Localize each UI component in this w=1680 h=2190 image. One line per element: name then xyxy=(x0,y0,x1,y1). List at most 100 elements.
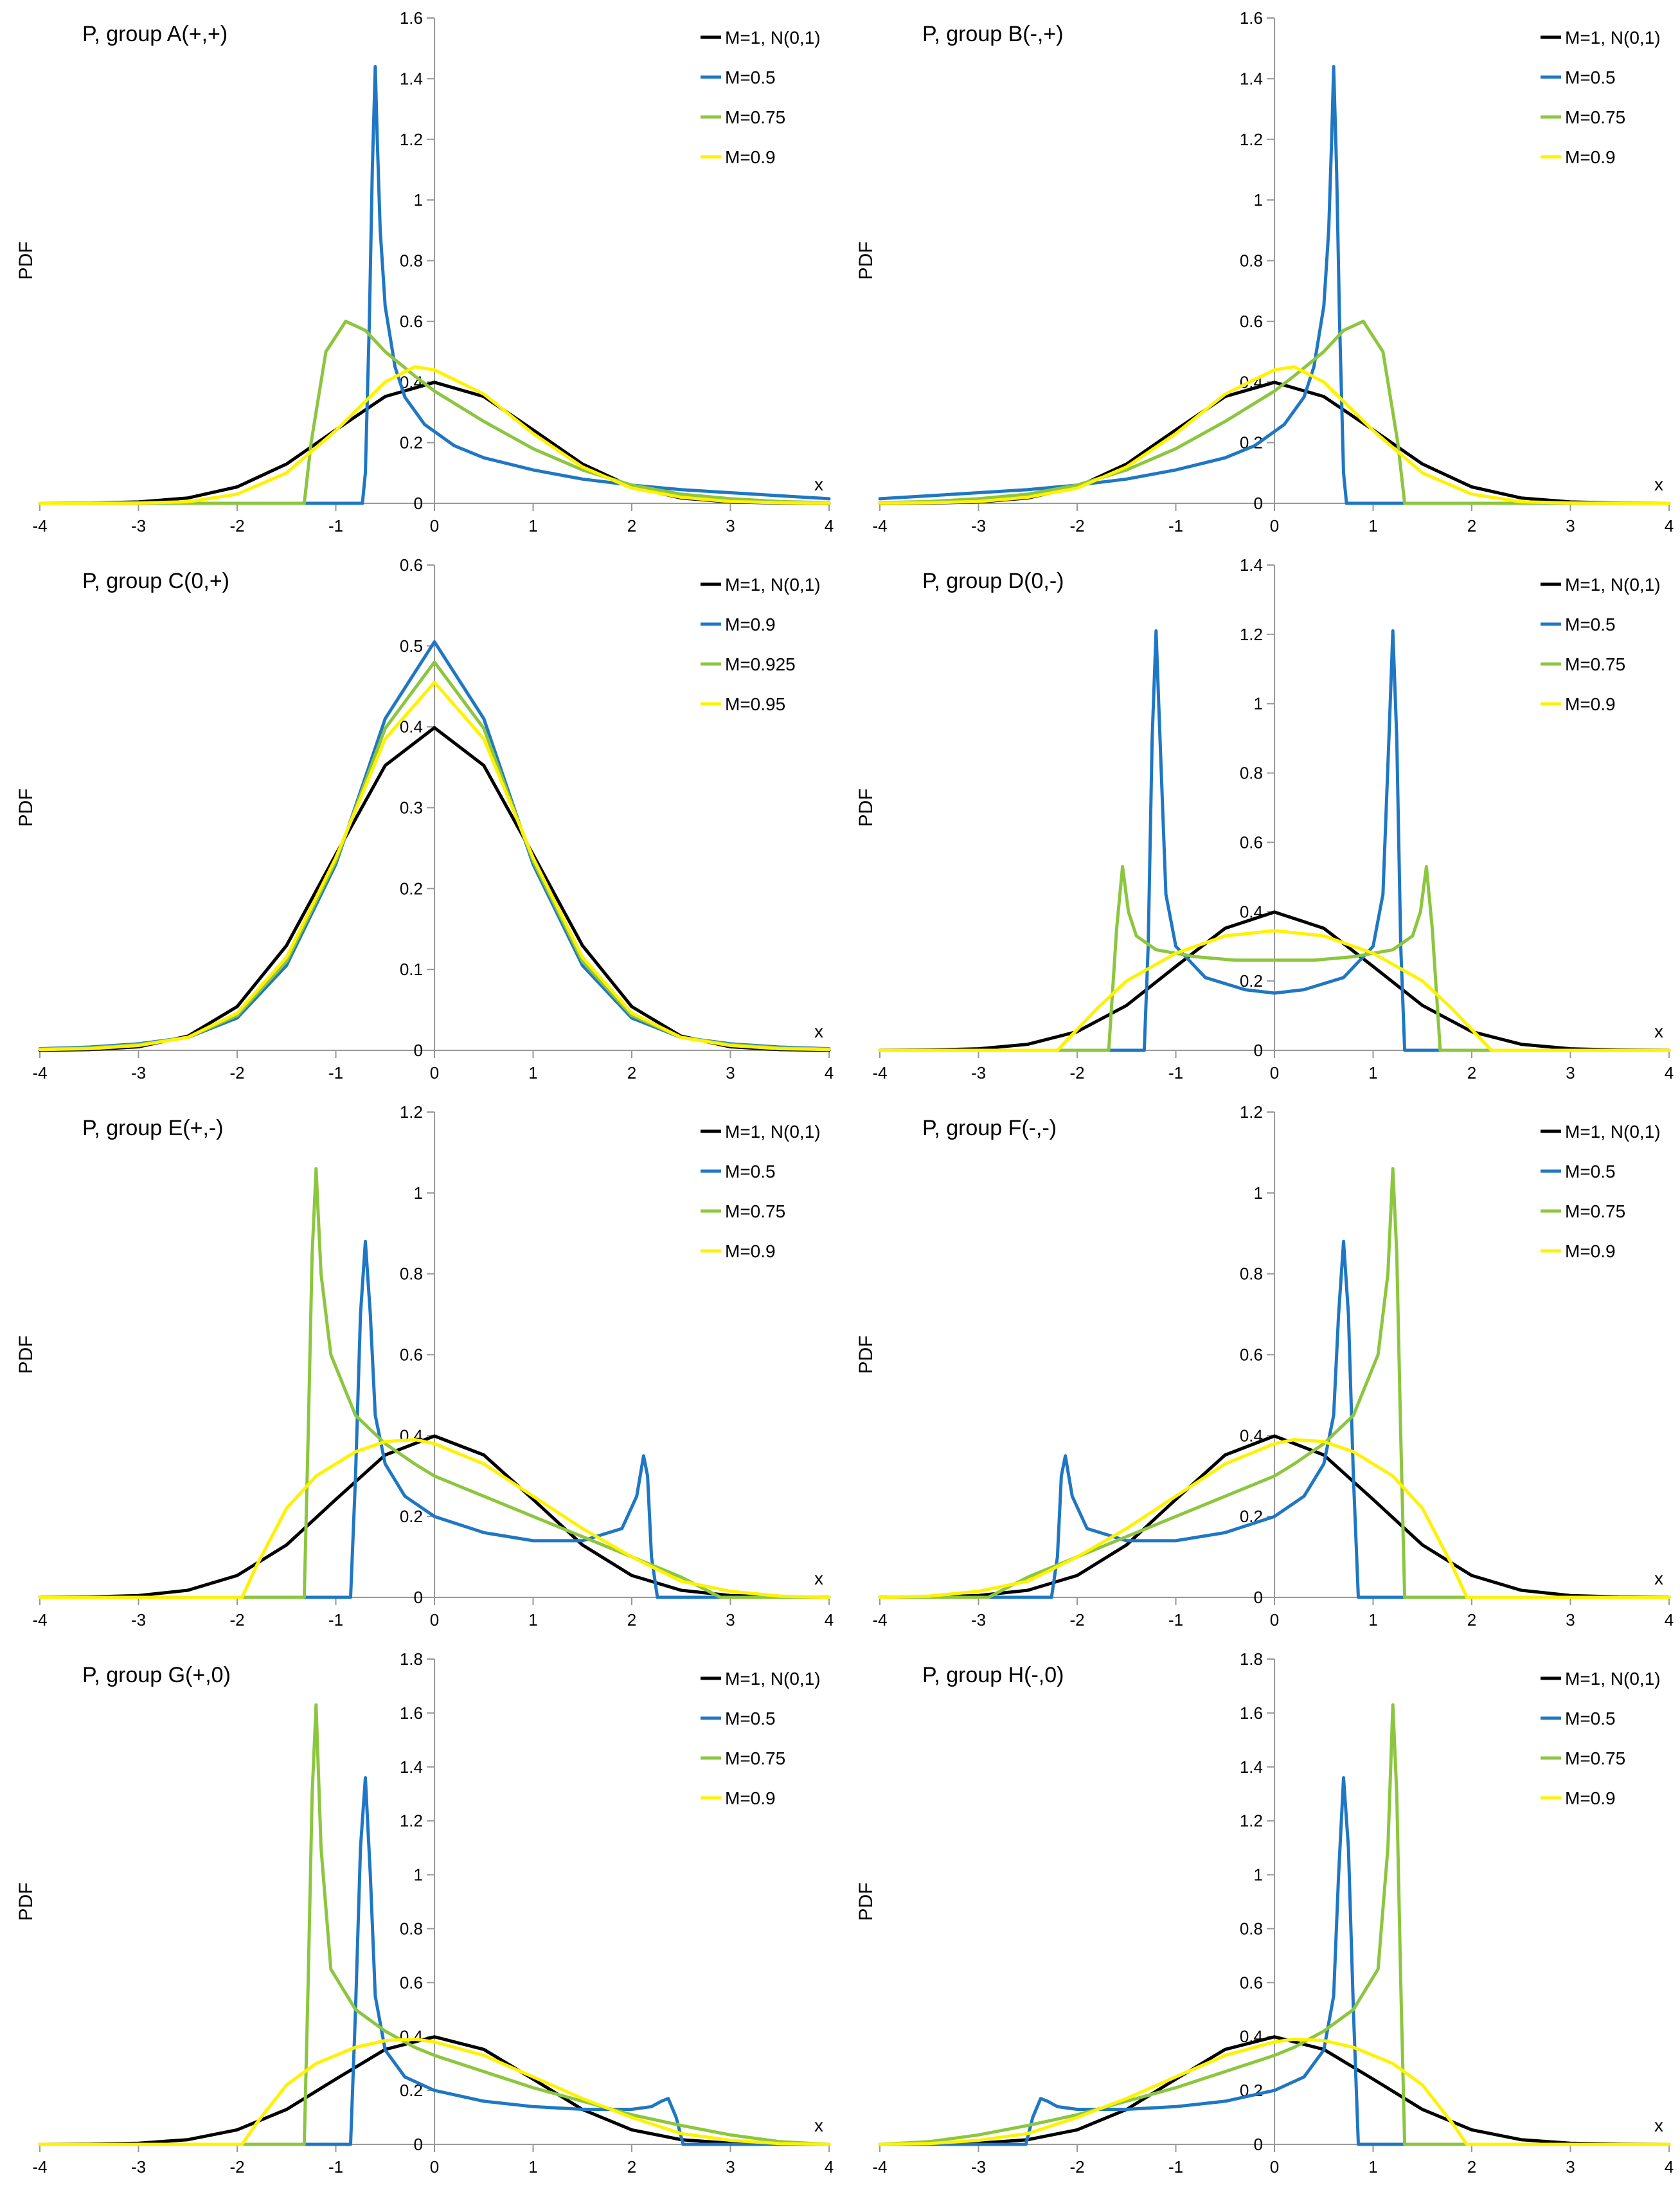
y-tick-label: 0 xyxy=(414,494,423,513)
legend-label: M=0.75 xyxy=(1565,1748,1625,1768)
x-tick-label: 4 xyxy=(1665,2157,1674,2177)
x-tick-label: 3 xyxy=(726,2157,735,2177)
x-tick-label: -3 xyxy=(971,516,986,535)
chart-panel-5: P, group F(-,-)PDF-4 -3 -2 -1 0 1 2 3 400.20.40.… xyxy=(855,1102,1674,1629)
y-tick-label: 0 xyxy=(414,1588,423,1607)
series-line-3 xyxy=(38,365,831,505)
series-line-1 xyxy=(38,1776,831,2146)
chart-title: P, group H(-,0) xyxy=(922,1663,1064,1687)
legend-label: M=1, N(0,1) xyxy=(725,575,821,595)
legend-label: M=1, N(0,1) xyxy=(1565,1122,1661,1142)
x-tick-label: 2 xyxy=(627,516,636,535)
legend-label: M=0.75 xyxy=(725,1748,785,1768)
y-tick-label: 0.6 xyxy=(1240,832,1263,852)
x-tick-label: 4 xyxy=(825,2157,834,2177)
legend-label: M=0.75 xyxy=(1565,107,1625,127)
legend-label: M=0.9 xyxy=(725,1241,776,1261)
y-tick-label: 1 xyxy=(1254,694,1263,714)
x-tick-label: -2 xyxy=(1069,516,1084,535)
y-tick-label: 1.2 xyxy=(400,130,423,149)
x-tick-label: -2 xyxy=(229,1063,244,1082)
legend-label: M=0.925 xyxy=(725,654,796,674)
legend-label: M=0.5 xyxy=(725,1709,776,1728)
series-line-2 xyxy=(38,1703,831,2146)
series-line-3 xyxy=(878,1438,1671,1599)
y-tick-label: 1.4 xyxy=(1240,69,1263,88)
x-tick-label: 2 xyxy=(1467,1063,1476,1082)
x-tick-label: 0 xyxy=(430,2157,439,2177)
x-tick-label: 3 xyxy=(726,1610,735,1629)
x-tick-label: -4 xyxy=(872,1063,887,1082)
y-tick-label: 0.8 xyxy=(1240,1919,1263,1938)
y-tick-label: 0.2 xyxy=(400,433,423,453)
chart-panel-2: P, group C(0,+) PDF -4 -3 -2 -1 0 1 2 3 4 0 0.1 0.2 0.… xyxy=(15,555,834,1082)
x-tick-label: -2 xyxy=(1069,1063,1084,1082)
legend-label: M=0.5 xyxy=(1565,615,1616,634)
x-tick-label: 2 xyxy=(1467,1610,1476,1629)
x-tick-label: 2 xyxy=(627,1610,636,1629)
x-tick-label: 4 xyxy=(825,1063,834,1082)
legend-label: M=0.9 xyxy=(1565,1241,1616,1261)
x-tick-label: -4 xyxy=(872,516,887,535)
series-line-2 xyxy=(878,1703,1671,2146)
x-tick-label: -1 xyxy=(328,2157,343,2177)
series-line-3 xyxy=(878,2037,1671,2146)
x-tick-label: 0 xyxy=(430,1610,439,1629)
y-tick-label: 1.2 xyxy=(1240,1102,1263,1122)
series-line-2 xyxy=(38,319,831,505)
series-line-1 xyxy=(38,65,831,505)
x-tick-label: 1 xyxy=(528,2157,537,2177)
x-tick-label: -2 xyxy=(229,1610,244,1629)
legend-label: M=0.75 xyxy=(1565,654,1625,674)
series-line-0 xyxy=(878,1434,1671,1599)
x-tick-label: -1 xyxy=(328,516,343,535)
x-tick-label: 0 xyxy=(1270,2157,1279,2177)
y-tick-label: 1.4 xyxy=(400,69,423,88)
x-tick-label: 1 xyxy=(528,1063,537,1082)
y-tick-label: 0.6 xyxy=(400,1345,423,1365)
y-tick-label: 0.6 xyxy=(1240,312,1263,331)
x-tick-label: 0 xyxy=(430,516,439,535)
x-tick-label: -3 xyxy=(971,1063,986,1082)
x-tick-label: 3 xyxy=(1566,2157,1575,2177)
y-tick-label: 1 xyxy=(414,190,423,210)
x-tick-label: 2 xyxy=(627,1063,636,1082)
x-tick-label: 1 xyxy=(1368,1063,1377,1082)
x-tick-label: 1 xyxy=(1368,1610,1377,1629)
series-line-1 xyxy=(878,65,1671,505)
y-tick-label: 0.6 xyxy=(400,312,423,331)
series-line-0 xyxy=(38,2035,831,2146)
y-tick-label: 0.5 xyxy=(400,636,423,656)
y-tick-label: 1.4 xyxy=(1240,555,1263,575)
legend-label: M=0.75 xyxy=(1565,1201,1625,1221)
y-tick-label: 0.3 xyxy=(400,798,423,818)
y-tick-label: 1 xyxy=(1254,1865,1263,1885)
series-line-2 xyxy=(878,319,1671,505)
y-tick-label: 1 xyxy=(1254,190,1263,210)
y-axis-label: PDF xyxy=(15,242,37,280)
series-line-3 xyxy=(38,1438,831,1599)
x-axis-label: x xyxy=(1654,2115,1663,2135)
chart-panel-6: P, group G(+,0)PDF-4 -3 -2 -1 0 1 2 3 400.20.40.… xyxy=(15,1649,834,2177)
series-line-1 xyxy=(878,1239,1671,1599)
y-tick-label: 0.4 xyxy=(400,717,423,737)
y-tick-label: 1.2 xyxy=(1240,130,1263,149)
x-tick-label: 1 xyxy=(1368,2157,1377,2177)
x-tick-label: 1 xyxy=(528,1610,537,1629)
chart-panel-4: P, group E(+,-)PDF-4 -3 -2 -1 0 1 2 3 400.20.40.… xyxy=(15,1102,834,1629)
y-tick-label: 0.8 xyxy=(1240,1264,1263,1284)
y-axis-label: PDF xyxy=(855,1336,877,1374)
chart-title: P, group B(-,+) xyxy=(922,22,1064,46)
y-tick-label: 1.2 xyxy=(1240,1811,1263,1831)
legend-label: M=0.9 xyxy=(1565,694,1616,714)
x-tick-label: 3 xyxy=(1566,1610,1575,1629)
x-tick-label: 1 xyxy=(528,516,537,535)
legend-label: M=1, N(0,1) xyxy=(725,28,821,48)
x-tick-label: 4 xyxy=(1665,516,1674,535)
series-line-1 xyxy=(878,1776,1671,2146)
x-tick-label: -3 xyxy=(131,1063,146,1082)
x-tick-label: -3 xyxy=(131,516,146,535)
x-tick-label: -1 xyxy=(328,1063,343,1082)
x-tick-label: -4 xyxy=(872,2157,887,2177)
